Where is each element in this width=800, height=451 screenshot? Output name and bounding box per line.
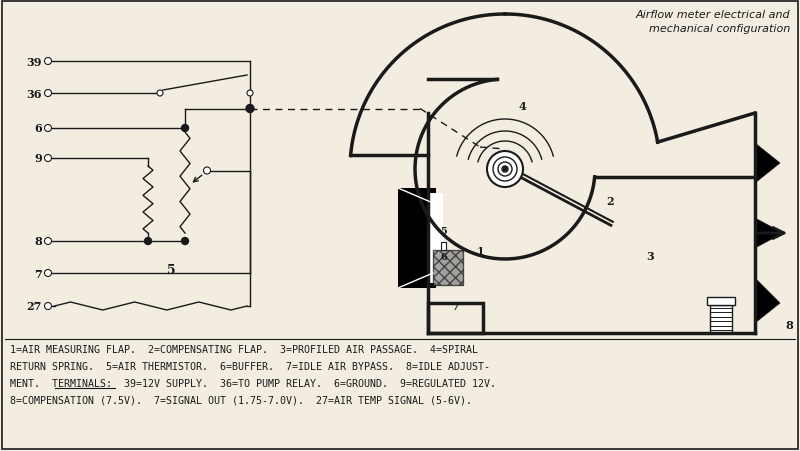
Text: Airflow meter electrical and: Airflow meter electrical and bbox=[635, 10, 790, 20]
Text: 6: 6 bbox=[34, 123, 42, 134]
Polygon shape bbox=[755, 144, 780, 184]
Polygon shape bbox=[755, 219, 783, 249]
Text: 39: 39 bbox=[26, 56, 42, 67]
Text: RETURN SPRING.  5=AIR THERMISTOR.  6=BUFFER.  7=IDLE AIR BYPASS.  8=IDLE ADJUST-: RETURN SPRING. 5=AIR THERMISTOR. 6=BUFFE… bbox=[10, 361, 490, 371]
Polygon shape bbox=[755, 278, 780, 323]
Text: 5: 5 bbox=[166, 263, 175, 276]
Bar bbox=[433, 250, 463, 285]
Text: 9: 9 bbox=[34, 153, 42, 164]
Circle shape bbox=[487, 152, 523, 188]
Circle shape bbox=[45, 270, 51, 277]
Text: MENT.  TERMINALS:  39=12V SUPPLY.  36=TO PUMP RELAY.  6=GROUND.  9=REGULATED 12V: MENT. TERMINALS: 39=12V SUPPLY. 36=TO PU… bbox=[10, 378, 496, 388]
Circle shape bbox=[498, 163, 512, 177]
Circle shape bbox=[145, 238, 151, 245]
Circle shape bbox=[45, 125, 51, 132]
Text: 27: 27 bbox=[26, 301, 42, 312]
Bar bbox=[710, 305, 732, 333]
Circle shape bbox=[182, 238, 189, 245]
Circle shape bbox=[45, 155, 51, 162]
Circle shape bbox=[45, 90, 51, 97]
Circle shape bbox=[493, 158, 517, 182]
Text: 7: 7 bbox=[34, 268, 42, 279]
Text: 4: 4 bbox=[518, 101, 526, 112]
Circle shape bbox=[45, 58, 51, 65]
Text: 36: 36 bbox=[26, 88, 42, 99]
Bar bbox=[441, 243, 446, 250]
Text: 2: 2 bbox=[606, 196, 614, 207]
Circle shape bbox=[157, 91, 163, 97]
Text: 1: 1 bbox=[476, 246, 484, 257]
Text: 8=COMPENSATION (7.5V).  7=SIGNAL OUT (1.75-7.0V).  27=AIR TEMP SIGNAL (5-6V).: 8=COMPENSATION (7.5V). 7=SIGNAL OUT (1.7… bbox=[10, 395, 472, 405]
Text: mechanical configuration: mechanical configuration bbox=[649, 24, 790, 34]
Text: 5: 5 bbox=[441, 227, 447, 236]
Bar bbox=[707, 297, 735, 305]
Text: 6: 6 bbox=[441, 252, 447, 261]
Bar bbox=[428, 193, 443, 283]
Text: 8: 8 bbox=[785, 320, 793, 331]
Circle shape bbox=[502, 166, 508, 173]
Text: 3: 3 bbox=[646, 251, 654, 262]
Circle shape bbox=[45, 238, 51, 245]
Circle shape bbox=[45, 303, 51, 310]
Text: 8: 8 bbox=[34, 236, 42, 247]
Circle shape bbox=[203, 168, 210, 175]
Circle shape bbox=[247, 91, 253, 97]
Text: 7: 7 bbox=[451, 301, 459, 312]
Text: 1=AIR MEASURING FLAP.  2=COMPENSATING FLAP.  3=PROFILED AIR PASSAGE.  4=SPIRAL: 1=AIR MEASURING FLAP. 2=COMPENSATING FLA… bbox=[10, 344, 478, 354]
Circle shape bbox=[182, 125, 189, 132]
Circle shape bbox=[503, 168, 507, 172]
Bar bbox=[398, 189, 436, 288]
Circle shape bbox=[246, 105, 254, 113]
Bar bbox=[428, 304, 483, 333]
